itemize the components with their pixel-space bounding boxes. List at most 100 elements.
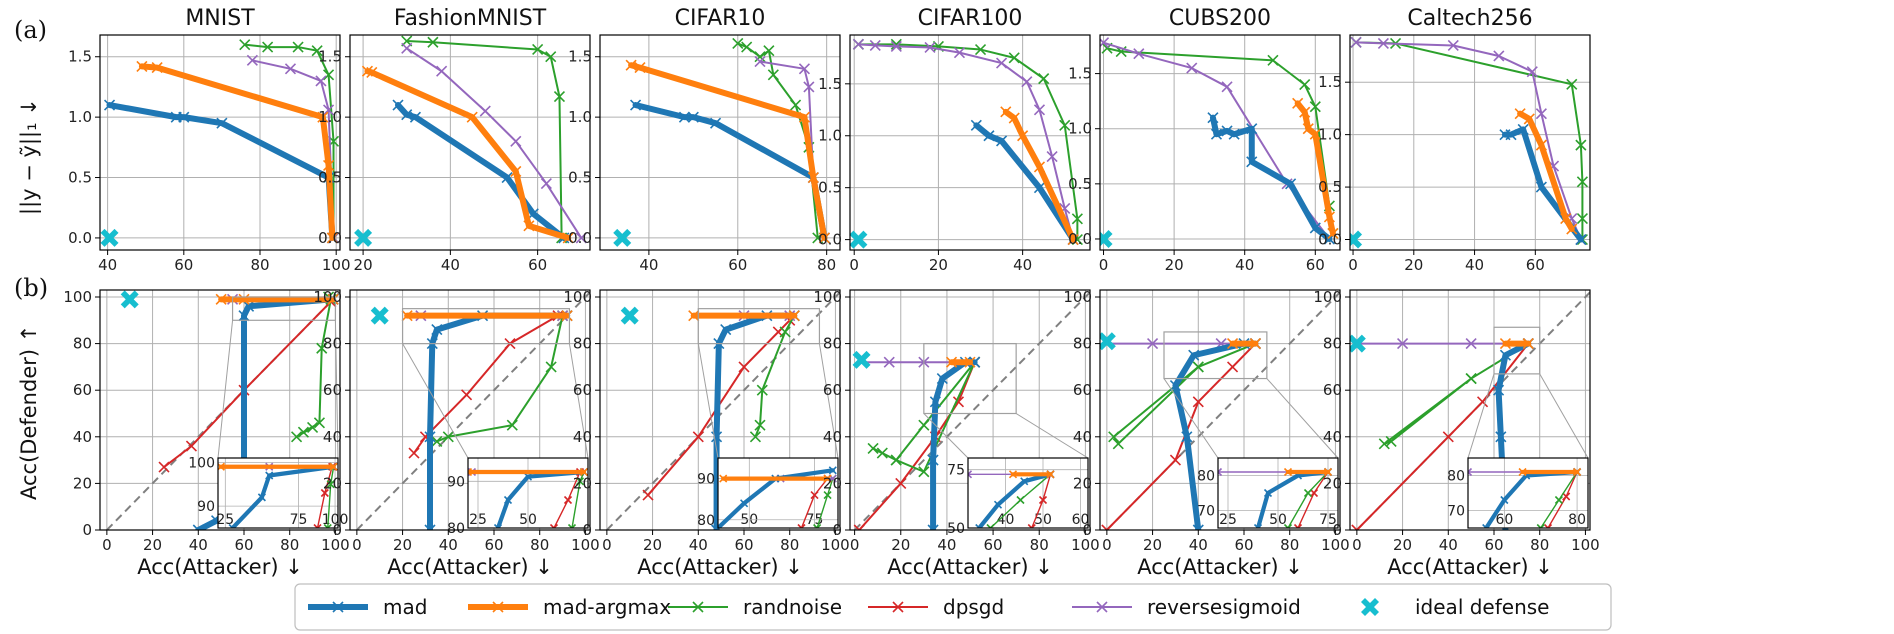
- point-marker-reversesigmoid: [924, 41, 936, 54]
- point-marker-dpsgd: [461, 389, 473, 401]
- point-marker-mad: [1575, 233, 1587, 246]
- legend-marker: [332, 601, 344, 613]
- point-marker-randnoise: [1286, 523, 1293, 528]
- point-marker-reversesigmoid: [479, 105, 491, 117]
- zoom-region: [1163, 331, 1268, 380]
- series-line-dpsgd: [1355, 342, 1530, 530]
- legend-item-reversesigmoid: reversesigmoid: [1072, 595, 1301, 619]
- inset-area: [1468, 467, 1582, 528]
- x-tick-label: 100: [821, 536, 850, 554]
- legend-box: [294, 583, 1612, 631]
- x-tick-label: 0: [1352, 536, 1362, 554]
- y-tick-label: 60: [1323, 381, 1342, 399]
- inset-y-tick-label: 90: [447, 474, 465, 490]
- y-tick-label: 60: [823, 381, 842, 399]
- y-tick-label: 100: [1063, 288, 1092, 306]
- point-marker-randnoise: [307, 421, 319, 434]
- inset-x-tick-label: 25: [1219, 512, 1237, 528]
- series-line-reversesigmoid: [405, 47, 583, 239]
- point-marker-reversesigmoid: [890, 40, 902, 52]
- point-marker-randnoise: [1038, 73, 1050, 85]
- point-marker-randnoise: [1071, 234, 1083, 246]
- legend-marker: [692, 601, 704, 613]
- y-tick-label: 20: [73, 474, 92, 492]
- point-marker-reversesigmoid: [1218, 470, 1223, 477]
- y-tick-label: 1.0: [318, 108, 342, 126]
- inset-y-tick-label: 80: [447, 521, 465, 537]
- point-marker-reversesigmoid: [1397, 338, 1409, 350]
- point-marker-dpsgd: [158, 461, 170, 473]
- point-marker-randnoise: [763, 45, 775, 57]
- point-marker-mad: [720, 324, 732, 336]
- point-marker-randnoise: [1283, 523, 1290, 528]
- zoom-connector: [1266, 378, 1339, 459]
- point-marker-mad: [711, 431, 723, 443]
- point-marker-mad: [1207, 112, 1219, 124]
- point-marker-dpsgd: [316, 523, 322, 528]
- point-marker-mad-argmax: [1292, 97, 1304, 109]
- point-marker-reversesigmoid: [1465, 338, 1477, 350]
- x-tick-label: 60: [1484, 536, 1503, 554]
- point-marker-reversesigmoid: [1526, 66, 1538, 78]
- legend-item-mad-argmax: mad-argmax: [468, 595, 671, 619]
- point-marker-randnoise: [262, 41, 274, 53]
- plot-area: [1100, 37, 1339, 248]
- y-tick-label: 80: [1073, 335, 1092, 353]
- point-marker-mad-argmax: [1000, 106, 1012, 118]
- point-marker-randnoise: [1309, 101, 1321, 113]
- point-marker-randnoise: [1575, 139, 1587, 151]
- axes-frame: [849, 34, 1091, 251]
- point-marker-mad: [929, 396, 941, 408]
- y-tick-label: 0: [1082, 521, 1092, 539]
- y-tick-label: 100: [1313, 288, 1342, 306]
- point-marker-mad-argmax: [1499, 338, 1511, 350]
- y-tick-label: 1.5: [318, 48, 342, 66]
- legend-label: reversesigmoid: [1147, 595, 1301, 619]
- point-marker-randnoise: [890, 38, 902, 50]
- point-marker-mad: [428, 524, 436, 530]
- legend-label: mad: [383, 595, 427, 619]
- point-marker-mad-argmax: [366, 66, 378, 79]
- inset-y-tick-label: 80: [1447, 469, 1465, 485]
- x-tick-label: 100: [1071, 536, 1100, 554]
- point-marker-randnoise: [311, 45, 323, 57]
- point-marker-reversesigmoid: [968, 470, 973, 476]
- panels: 40 60 80 100 0.0 0.5 1.0 1.5 MNIST 20 40 60 0.0 0.5 1.…: [63, 6, 1599, 554]
- y-tick-label: 20: [1323, 474, 1342, 492]
- y-tick-label: 20: [823, 474, 842, 492]
- y-tick-label: 1.5: [1318, 73, 1342, 91]
- inset-y-tick-label: 80: [697, 513, 715, 529]
- point-marker-randnoise: [754, 51, 766, 63]
- zoom-region: [401, 308, 571, 345]
- x-tick-label: 100: [1321, 536, 1350, 554]
- zoom-connector: [697, 343, 719, 459]
- x-tick-label: 60: [734, 536, 753, 554]
- legend-item-randnoise: randnoise: [668, 595, 842, 619]
- series-line-randnoise: [405, 40, 563, 239]
- point-marker-randnoise: [732, 37, 744, 50]
- series-line-mad: [977, 472, 1053, 528]
- x-tick-label: 100: [571, 536, 600, 554]
- point-marker-mad: [1197, 524, 1204, 530]
- point-marker-reversesigmoid: [803, 81, 815, 93]
- point-marker-mad: [527, 208, 539, 220]
- x-tick-label: 20: [1143, 536, 1162, 554]
- point-marker-mad-argmax: [1309, 128, 1321, 140]
- point-marker-mad: [243, 300, 255, 312]
- inset-y-tick-label: 70: [1197, 504, 1215, 520]
- point-marker-mad: [392, 99, 404, 111]
- point-marker-mad: [1181, 431, 1193, 443]
- point-marker-mad-argmax: [238, 293, 250, 305]
- inset-x-tick-label: 25: [216, 512, 234, 528]
- point-marker-reversesigmoid: [540, 178, 552, 190]
- point-marker-mad: [1210, 128, 1223, 140]
- point-marker-dpsgd: [895, 477, 907, 489]
- point-marker-mad: [496, 523, 503, 528]
- point-marker-mad: [709, 117, 722, 129]
- point-marker-mad-argmax: [1299, 106, 1311, 118]
- inset-area: [718, 466, 837, 528]
- zoom-region: [1493, 326, 1541, 375]
- point-marker-randnoise: [1299, 79, 1311, 91]
- axes-frame: [1349, 289, 1591, 531]
